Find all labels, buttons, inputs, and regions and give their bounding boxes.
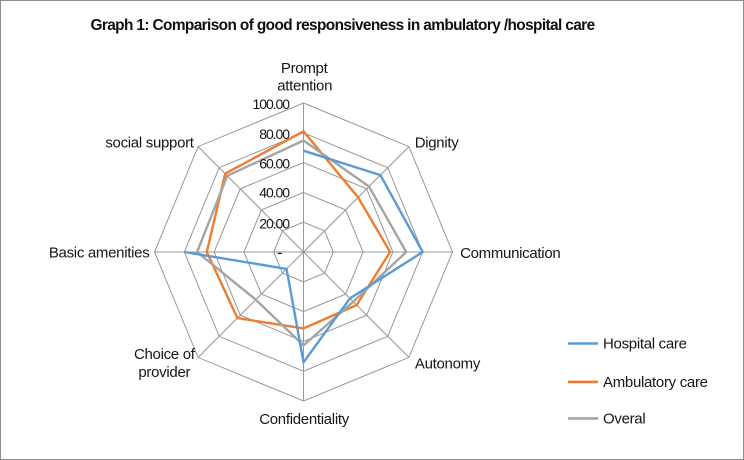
svg-text:Hospital care: Hospital care: [603, 335, 687, 352]
svg-text:Graph 1: Comparison of good re: Graph 1: Comparison of good responsivene…: [90, 17, 595, 34]
svg-text:Confidentiality: Confidentiality: [259, 411, 350, 428]
svg-text:attention: attention: [277, 78, 332, 95]
svg-text:Autonomy: Autonomy: [415, 355, 481, 372]
svg-text:40.00: 40.00: [259, 185, 290, 201]
svg-text:80.00: 80.00: [259, 126, 290, 142]
svg-text:60.00: 60.00: [259, 155, 290, 171]
svg-text:Basic amenities: Basic amenities: [49, 244, 150, 261]
svg-text:Ambulatory care: Ambulatory care: [603, 374, 708, 391]
svg-text:provider: provider: [138, 364, 190, 381]
svg-text:20.00: 20.00: [259, 216, 290, 232]
svg-text:social support: social support: [105, 134, 194, 151]
svg-text:-: -: [277, 244, 282, 261]
svg-text:100.00: 100.00: [252, 96, 290, 112]
svg-text:Overal: Overal: [603, 410, 645, 427]
svg-text:Choice of: Choice of: [134, 346, 196, 363]
svg-text:Communication: Communication: [460, 245, 560, 262]
svg-text:Dignity: Dignity: [415, 135, 460, 152]
svg-text:Prompt: Prompt: [281, 60, 329, 77]
